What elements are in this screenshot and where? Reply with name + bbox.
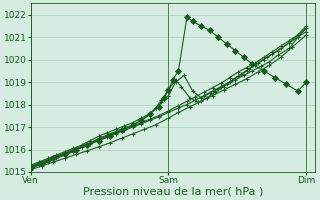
X-axis label: Pression niveau de la mer( hPa ): Pression niveau de la mer( hPa ): [83, 187, 263, 197]
